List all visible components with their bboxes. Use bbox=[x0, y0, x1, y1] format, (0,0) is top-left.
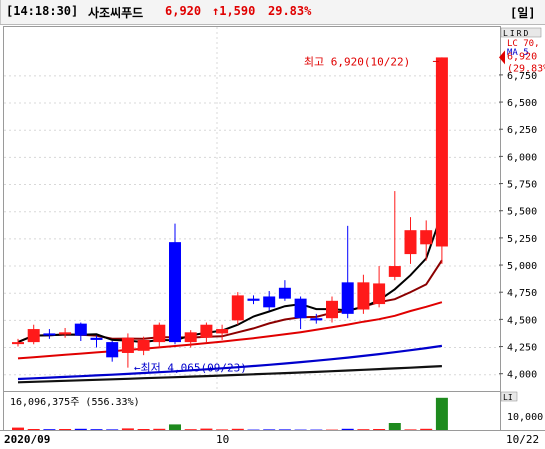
candle-body bbox=[106, 342, 118, 357]
candle-body bbox=[232, 295, 244, 320]
candle-body bbox=[185, 332, 197, 342]
candle-body bbox=[436, 57, 448, 246]
candlestick-chart: 최고 6,920(10/22) ←최저 4,065(09/23) bbox=[4, 27, 500, 391]
candle bbox=[389, 191, 401, 280]
candle-body bbox=[263, 296, 275, 307]
date-axis: 2020/09 10 10/22 bbox=[0, 430, 545, 449]
candle bbox=[169, 224, 181, 345]
axis-tick-label: 6,500 bbox=[507, 98, 537, 109]
candle bbox=[43, 329, 55, 339]
candle bbox=[436, 57, 448, 263]
axis-tick-label: 6,250 bbox=[507, 125, 537, 136]
candle bbox=[122, 333, 134, 367]
candle-body bbox=[357, 282, 369, 309]
change-rate: 29.83% bbox=[268, 4, 311, 18]
candle-body bbox=[248, 299, 260, 301]
candle bbox=[342, 226, 354, 318]
stock-name[interactable]: 사조씨푸드 bbox=[88, 4, 143, 21]
candle-body bbox=[28, 329, 40, 342]
candle-body bbox=[389, 266, 401, 277]
candle-body bbox=[326, 301, 338, 318]
candle-body bbox=[200, 325, 212, 338]
candle-body bbox=[153, 325, 165, 342]
candle bbox=[216, 325, 228, 340]
candle-body bbox=[59, 332, 71, 334]
candle-body bbox=[342, 282, 354, 314]
candle bbox=[106, 341, 118, 362]
candle-body bbox=[91, 338, 103, 340]
axis-tick-label: 4,000 bbox=[507, 370, 537, 381]
candle bbox=[28, 325, 40, 345]
axis-tick-label: 5,750 bbox=[507, 180, 537, 191]
candle bbox=[75, 323, 87, 341]
axis-tick-label: 5,000 bbox=[507, 261, 537, 272]
x-label-mid: 10 bbox=[216, 433, 229, 446]
candle bbox=[357, 275, 369, 314]
candle bbox=[326, 296, 338, 322]
current-price: 6,920 bbox=[165, 4, 201, 18]
candle-body bbox=[75, 324, 87, 336]
candle bbox=[373, 266, 385, 307]
candle-body bbox=[420, 230, 432, 244]
high-annotation: 최고 6,920(10/22) bbox=[304, 55, 410, 68]
volume-axis: LI 10,000 bbox=[499, 390, 545, 430]
candle bbox=[420, 220, 432, 260]
volume-plot-area[interactable]: 16,096,375주 (556.33%) bbox=[3, 391, 501, 431]
chart-header: [14:18:30] 사조씨푸드 6,920 ↑1,590 29.83% [일] bbox=[0, 0, 545, 25]
x-label-start: 2020/09 bbox=[4, 433, 50, 446]
volume-chart: 16,096,375주 (556.33%) bbox=[4, 392, 500, 430]
candle-body bbox=[279, 288, 291, 299]
current-price-tag: 6,920 bbox=[507, 51, 537, 62]
candle-body bbox=[405, 230, 417, 254]
candle bbox=[248, 295, 260, 304]
time-label: [14:18:30] bbox=[6, 4, 78, 18]
candle bbox=[59, 328, 71, 338]
period-button[interactable]: [일] bbox=[510, 4, 536, 21]
current-rate-tag: (29.83% bbox=[507, 63, 545, 74]
axis-tick-label: 4,500 bbox=[507, 315, 537, 326]
axis-tick-label: 5,250 bbox=[507, 234, 537, 245]
volume-label: 16,096,375주 (556.33%) bbox=[10, 397, 140, 408]
ma5-line bbox=[18, 214, 442, 343]
vol-tag: LI bbox=[503, 393, 513, 402]
axis-tag: LIRD bbox=[503, 29, 530, 38]
candle-body bbox=[216, 329, 228, 333]
candle bbox=[200, 323, 212, 343]
price-pointer-icon bbox=[499, 50, 505, 64]
price-change: ↑1,590 bbox=[212, 4, 255, 18]
candle bbox=[279, 280, 291, 301]
candle-body bbox=[295, 299, 307, 319]
candle-body bbox=[138, 340, 150, 351]
price-plot-area[interactable]: 최고 6,920(10/22) ←최저 4,065(09/23) bbox=[3, 26, 501, 392]
volume-bar bbox=[436, 398, 448, 430]
candle-body bbox=[122, 338, 134, 353]
candle-body bbox=[169, 242, 181, 342]
axis-tick-label: 4,750 bbox=[507, 288, 537, 299]
vol-tick-label: 10,000 bbox=[507, 412, 543, 423]
candle bbox=[405, 217, 417, 264]
candle bbox=[153, 323, 165, 348]
axis-tick-label: 5,500 bbox=[507, 207, 537, 218]
low-annotation: ←최저 4,065(09/23) bbox=[134, 362, 247, 375]
axis-tick-label: 6,000 bbox=[507, 152, 537, 163]
candle-body bbox=[12, 342, 24, 344]
x-label-last: 10/22 bbox=[506, 433, 539, 446]
candle-body bbox=[43, 333, 55, 335]
candle bbox=[295, 296, 307, 329]
volume-bar bbox=[389, 423, 401, 430]
candle bbox=[263, 291, 275, 311]
candle bbox=[232, 292, 244, 325]
candle-body bbox=[373, 283, 385, 304]
header-divider bbox=[0, 0, 1, 24]
axis-tick-label: 4,250 bbox=[507, 343, 537, 354]
candle-body bbox=[310, 318, 322, 320]
